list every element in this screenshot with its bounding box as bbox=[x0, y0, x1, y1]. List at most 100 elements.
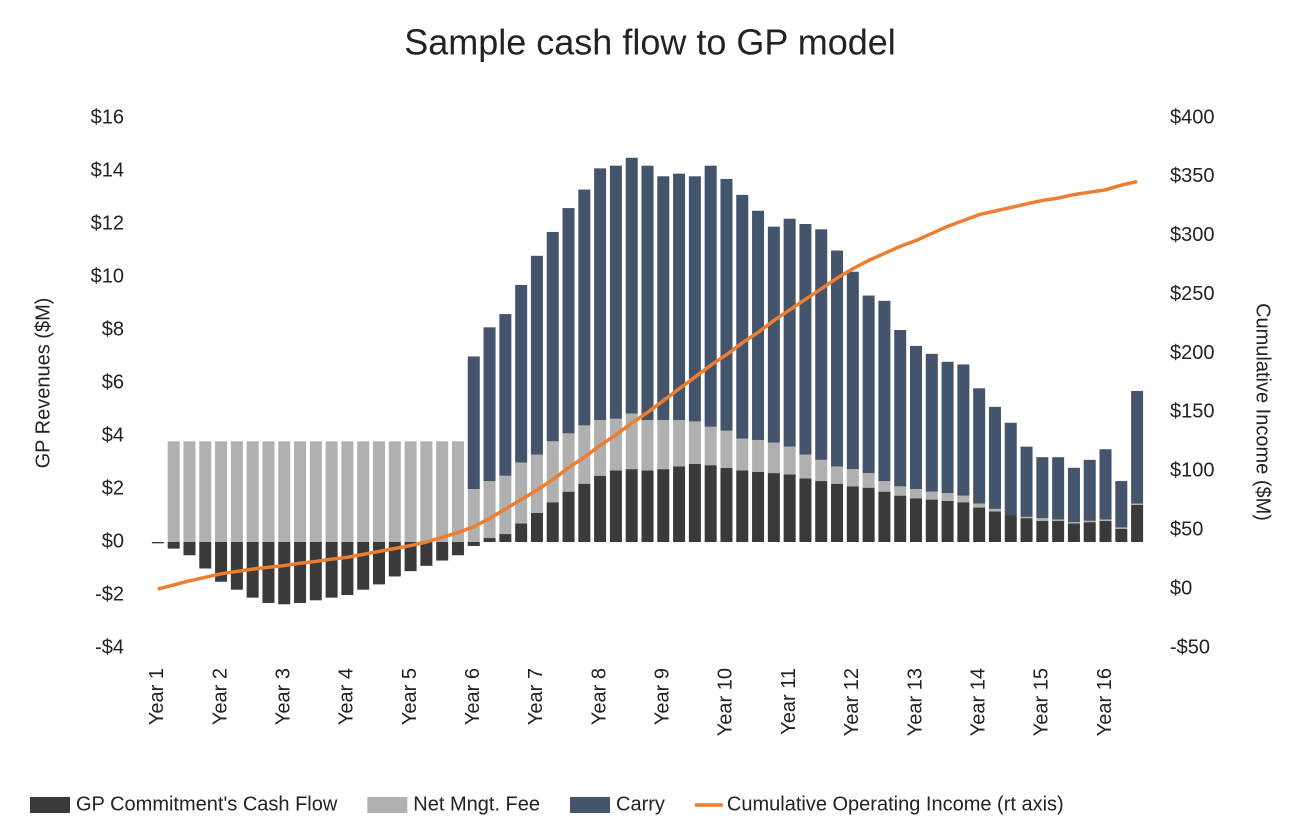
bar-segment bbox=[688, 463, 701, 542]
bar-segment bbox=[925, 353, 938, 492]
bar-segment bbox=[262, 542, 275, 603]
y-tick-label: $8 bbox=[102, 318, 124, 340]
y-tick-label: $16 bbox=[91, 106, 124, 128]
bar-segment bbox=[1036, 520, 1049, 542]
bar-segment bbox=[278, 441, 291, 542]
bar-segment bbox=[1052, 520, 1065, 542]
bar-segment bbox=[1099, 520, 1112, 542]
bar-segment bbox=[704, 465, 717, 542]
y-tick-label: $10 bbox=[91, 265, 124, 287]
bar-segment bbox=[941, 500, 954, 542]
bar-segment bbox=[167, 542, 180, 549]
bar-segment bbox=[546, 231, 559, 442]
bar-segment bbox=[673, 173, 686, 421]
bar-segment bbox=[909, 489, 922, 499]
bar-segment bbox=[894, 330, 907, 487]
bar-segment bbox=[973, 388, 986, 504]
y-tick-label: $2 bbox=[102, 477, 124, 499]
x-tick-label: Year 8 bbox=[588, 668, 610, 725]
bar-segment bbox=[199, 441, 212, 542]
bar-segment bbox=[1004, 515, 1017, 542]
bar-segment bbox=[420, 542, 433, 566]
bar-segment bbox=[246, 441, 259, 542]
bar-segment bbox=[988, 508, 1001, 512]
bar-segment bbox=[530, 512, 543, 542]
bar-segment bbox=[167, 441, 180, 542]
bar-segment bbox=[357, 441, 370, 542]
bar-segment bbox=[1052, 457, 1065, 520]
bar-segment bbox=[1083, 520, 1096, 523]
bar-segment bbox=[1115, 528, 1128, 542]
bar-segment bbox=[862, 473, 875, 488]
bar-segment bbox=[467, 542, 480, 546]
y-tick-label: $12 bbox=[91, 212, 124, 234]
bar-segment bbox=[988, 406, 1001, 509]
bar-segment bbox=[451, 441, 464, 542]
bar-segment bbox=[1131, 504, 1144, 542]
y-tick-label: -$2 bbox=[95, 583, 124, 605]
bar-segment bbox=[957, 495, 970, 503]
bar-segment bbox=[941, 361, 954, 493]
bar-segment bbox=[767, 442, 780, 474]
bar-segment bbox=[562, 491, 575, 542]
bar-segment bbox=[704, 426, 717, 466]
x-tick-label: Year 15 bbox=[1031, 668, 1053, 736]
y-tick-label: $6 bbox=[102, 371, 124, 393]
bar-segment bbox=[467, 356, 480, 489]
bar-segment bbox=[846, 486, 859, 542]
bar-segment bbox=[215, 441, 228, 542]
y2-tick-label: $100 bbox=[1170, 460, 1215, 482]
bar-segment bbox=[1115, 481, 1128, 528]
x-tick-label: Year 10 bbox=[715, 668, 737, 736]
bar-segment bbox=[183, 441, 196, 542]
bar-segment bbox=[641, 420, 654, 471]
bar-segment bbox=[846, 469, 859, 487]
y2-tick-label: $50 bbox=[1170, 519, 1203, 541]
bar-segment bbox=[862, 295, 875, 474]
bar-segment bbox=[831, 483, 844, 542]
bar-segment bbox=[925, 499, 938, 542]
bar-segment bbox=[451, 542, 464, 556]
bar-segment bbox=[294, 542, 307, 603]
bar-segment bbox=[1020, 446, 1033, 517]
legend-label: Net Mngt. Fee bbox=[413, 793, 540, 815]
legend-swatch bbox=[570, 797, 611, 813]
x-tick-label: Year 11 bbox=[778, 668, 800, 735]
bar-segment bbox=[657, 176, 670, 421]
legend-label: Carry bbox=[616, 793, 665, 815]
bar-segment bbox=[673, 466, 686, 542]
bar-segment bbox=[1067, 467, 1080, 523]
bar-segment bbox=[641, 165, 654, 421]
bar-segment bbox=[609, 165, 622, 419]
legend-label: Cumulative Operating Income (rt axis) bbox=[727, 793, 1064, 815]
bar-segment bbox=[1067, 523, 1080, 542]
bar-segment bbox=[183, 542, 196, 556]
bar-segment bbox=[230, 542, 243, 590]
bar-segment bbox=[783, 218, 796, 447]
bar-segment bbox=[894, 486, 907, 496]
x-tick-label: Year 12 bbox=[841, 668, 863, 736]
bar-segment bbox=[325, 542, 338, 598]
bar-segment bbox=[404, 441, 417, 542]
x-tick-label: Year 3 bbox=[273, 668, 295, 725]
y2-axis-label: Cumulative Income ($M) bbox=[1252, 303, 1274, 521]
bar-segment bbox=[767, 473, 780, 542]
y2-tick-label: $0 bbox=[1170, 577, 1192, 599]
y2-tick-label: $250 bbox=[1170, 283, 1215, 305]
x-tick-label: Year 4 bbox=[336, 668, 358, 725]
bar-segment bbox=[736, 194, 749, 439]
chart-title: Sample cash flow to GP model bbox=[404, 22, 896, 63]
bar-segment bbox=[278, 542, 291, 605]
x-tick-label: Year 13 bbox=[904, 668, 926, 736]
legend-swatch bbox=[367, 797, 408, 813]
bar-segment bbox=[483, 327, 496, 482]
bar-segment bbox=[499, 534, 512, 542]
bar-segment bbox=[294, 441, 307, 542]
bar-segment bbox=[1036, 518, 1049, 521]
y-tick-label: $0 bbox=[102, 530, 124, 552]
bar-segment bbox=[1099, 519, 1112, 521]
bar-segment bbox=[1052, 519, 1065, 521]
bar-segment bbox=[436, 441, 449, 542]
bar-segment bbox=[1020, 518, 1033, 542]
